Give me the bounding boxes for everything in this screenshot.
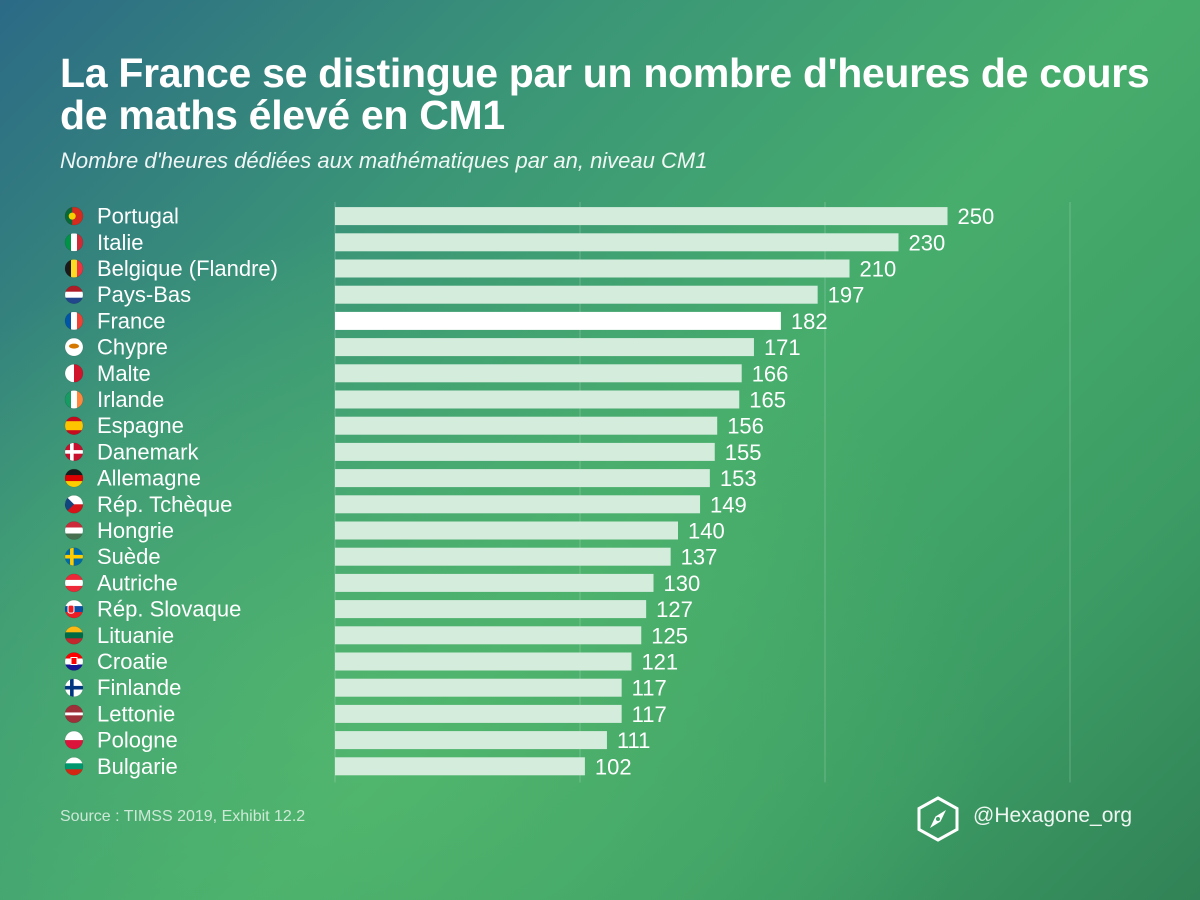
netherlands-flag-icon [64,285,84,305]
bar [335,521,678,540]
value-label: 250 [958,204,995,229]
value-label: 117 [632,702,667,727]
value-label: 111 [617,728,650,753]
bar-highlight [335,311,781,330]
source-note: Source : TIMSS 2019, Exhibit 12.2 [60,808,306,825]
bar [335,233,899,252]
category-label: Rép. Tchèque [97,492,232,517]
belgium-flag-icon [64,259,84,278]
bar [335,416,718,435]
bar [335,652,632,671]
bar [335,338,754,357]
category-label: Pays-Bas [97,282,191,307]
value-label: 137 [681,545,718,570]
category-label: Suède [97,544,161,569]
portugal-flag-icon [64,206,84,226]
czech-flag-icon [64,494,84,514]
value-label: 166 [752,361,789,386]
malta-flag-icon [64,363,84,383]
bar [335,469,710,488]
value-label: 125 [651,623,688,648]
bar-chart: Portugal 250 Italie 230 Belgique (Flandre) 21… [64,204,995,779]
value-label: 130 [664,571,701,596]
category-label: Croatie [97,649,168,674]
category-label: Belgique (Flandre) [97,256,278,281]
bar [335,573,654,592]
bar [335,285,818,304]
category-label: France [97,308,165,333]
value-label: 165 [749,388,786,413]
value-label: 117 [632,676,667,701]
cyprus-flag-icon [64,337,84,357]
value-label: 121 [641,650,678,675]
croatia-flag-icon [64,652,84,671]
category-label: Portugal [97,204,179,229]
bar [335,678,622,697]
latvia-flag-icon [64,704,84,724]
finland-flag-icon [64,678,84,698]
bulgaria-flag-icon [64,756,84,776]
category-label: Chypre [97,335,168,360]
hungary-flag-icon [64,521,84,540]
bar [335,259,850,278]
value-label: 197 [828,283,865,308]
germany-flag-icon [64,468,84,488]
category-label: Autriche [97,570,178,595]
value-label: 140 [688,519,725,544]
bar [335,207,948,226]
austria-flag-icon [64,573,84,593]
bar [335,442,715,461]
value-label: 171 [764,335,801,360]
denmark-flag-icon [64,442,84,462]
value-label: 149 [710,492,747,517]
bar [335,704,622,723]
category-label: Hongrie [97,518,174,543]
category-label: Lituanie [97,623,174,648]
category-label: Allemagne [97,466,201,491]
value-label: 230 [909,230,946,255]
value-label: 153 [720,466,757,491]
category-label: Danemark [97,439,199,464]
chart-subtitle: Nombre d'heures dédiées aux mathématique… [60,148,708,173]
category-label: Irlande [97,387,164,412]
value-label: 102 [595,754,632,779]
category-label: Rép. Slovaque [97,597,241,622]
category-label: Lettonie [97,701,175,726]
spain-flag-icon [64,416,84,436]
value-label: 210 [860,257,897,282]
brand-logo[interactable]: @Hexagone_org [915,796,1155,842]
italy-flag-icon [64,233,84,252]
bar [335,547,671,566]
sweden-flag-icon [64,547,84,567]
bar [335,757,585,776]
poland-flag-icon [64,730,84,750]
bar [335,364,742,383]
category-label: Pologne [97,728,178,753]
value-label: 127 [656,597,693,622]
bar [335,626,642,645]
lithuania-flag-icon [64,625,84,645]
value-label: 156 [727,414,764,439]
slovakia-flag-icon [64,599,84,619]
brand-handle: @Hexagone_org [973,804,1133,827]
bar [335,731,607,750]
bar [335,600,647,619]
chart-title: La France se distingue par un nombre d'h… [60,50,1150,138]
value-label: 155 [725,440,762,465]
category-label: Malte [97,361,151,386]
bar [335,390,740,409]
category-label: Italie [97,230,143,255]
france-flag-icon [64,311,84,331]
ireland-flag-icon [64,390,84,409]
hexagon-compass-logo-icon [917,796,959,842]
value-label: 182 [791,309,828,334]
category-label: Espagne [97,413,184,438]
bar [335,495,701,514]
category-label: Bulgarie [97,754,178,779]
category-label: Finlande [97,675,181,700]
